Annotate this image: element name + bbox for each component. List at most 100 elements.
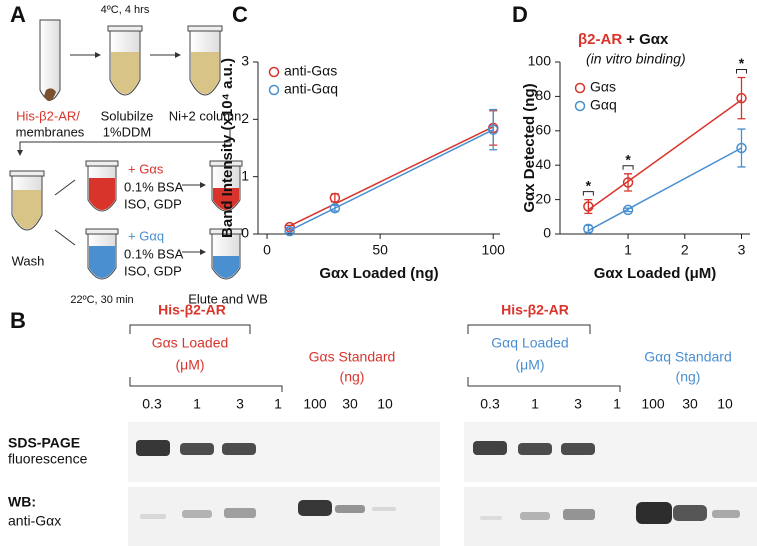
tube-liquid <box>111 52 139 94</box>
band <box>222 443 256 455</box>
error-bar <box>330 204 339 212</box>
panel-label: A <box>10 2 26 27</box>
x-tick-label: 1 <box>624 242 632 258</box>
temperature: 22ºC, 30 min <box>70 294 133 306</box>
pellet <box>44 88 56 102</box>
group-label: (ng) <box>676 369 701 385</box>
gel <box>464 422 757 482</box>
arrow <box>54 179 76 196</box>
point <box>487 124 499 135</box>
sig-bracket <box>582 191 594 196</box>
band <box>636 502 672 524</box>
group-label: Gαq Loaded <box>491 335 568 351</box>
y-tick-label: 40 <box>535 156 551 172</box>
row-label: SDS-PAGE <box>8 435 80 451</box>
title-main: β2-AR <box>578 31 622 48</box>
band <box>473 441 507 455</box>
legend-label: anti-Gαs <box>284 63 337 79</box>
group-label: (ng) <box>340 369 365 385</box>
temperature: 4ºC, 4 hrs <box>101 4 150 16</box>
group-label: Gαs Standard <box>309 349 396 365</box>
tube-cap <box>85 160 119 167</box>
point <box>583 201 594 212</box>
row-label: WB: <box>8 494 36 510</box>
band <box>182 510 212 518</box>
x-axis-label: Gαx Loaded (ng) <box>319 265 438 282</box>
arrow <box>54 229 76 246</box>
group-label: (μM) <box>515 357 544 373</box>
legend-label: anti-Gαq <box>284 81 338 97</box>
sig-bracket <box>735 68 747 74</box>
panel-label: B <box>10 308 26 333</box>
tube-cap <box>107 25 143 32</box>
error-bar <box>737 128 746 168</box>
lane-label: 3 <box>236 396 244 412</box>
legend-marker <box>574 82 586 94</box>
group-label: (μM) <box>175 357 204 373</box>
band <box>136 440 170 456</box>
tube-cap <box>9 170 45 177</box>
error-bar <box>489 108 498 151</box>
start-label: His-β2-AR/ <box>16 108 80 123</box>
tube-liquid <box>89 178 115 210</box>
point <box>329 192 341 204</box>
tube-cap <box>187 25 223 32</box>
group-header: His-β2-AR <box>158 302 226 318</box>
step-label: Solubilze <box>101 108 154 123</box>
band <box>520 512 550 520</box>
legend-marker <box>268 66 280 78</box>
error-bar <box>624 173 633 192</box>
panel-label: D <box>512 2 528 27</box>
tube-liquid <box>191 52 219 94</box>
band <box>335 505 365 513</box>
lane-label: 0.3 <box>480 396 500 412</box>
band <box>298 500 332 516</box>
y-tick-label: 20 <box>535 190 551 206</box>
lane-label: 1 <box>613 396 621 412</box>
point <box>583 223 594 235</box>
start-label: membranes <box>16 124 85 139</box>
tube-cap <box>85 228 119 235</box>
condition: 0.1% BSA <box>124 246 184 261</box>
tube-liquid <box>13 190 41 229</box>
sig-label: * <box>625 152 631 168</box>
group-label: Gαq Standard <box>644 349 731 365</box>
step-label: Wash <box>12 253 45 268</box>
legend-marker <box>574 100 586 112</box>
row-label: fluorescence <box>8 451 88 467</box>
x-tick-label: 50 <box>372 242 388 258</box>
bracket <box>467 324 591 334</box>
condition: ISO, GDP <box>124 263 182 278</box>
step-label: Elute and WB <box>188 291 268 306</box>
legend-marker <box>268 84 280 96</box>
band <box>561 443 595 455</box>
lane-label: 100 <box>303 396 327 412</box>
bands <box>136 440 740 524</box>
sig-bracket <box>622 165 634 170</box>
y-tick-label: 80 <box>535 87 551 103</box>
sig-label: * <box>739 55 745 71</box>
point <box>622 177 634 188</box>
panel-b: SDS-PAGE fluorescence WB: anti-Gαx <box>8 302 757 546</box>
band <box>372 507 396 511</box>
x-tick-label: 100 <box>482 242 506 258</box>
point <box>329 202 341 214</box>
group-label: Gαs Loaded <box>152 335 229 351</box>
panel-a: 4ºC, 4 hrs His-β2-AR/ membranes Solubilz… <box>9 4 268 306</box>
lane-label: 100 <box>641 396 665 412</box>
tube-cap <box>209 228 243 235</box>
bracket <box>129 324 251 334</box>
step-label: Ni+2 column <box>169 108 242 123</box>
y-axis-label: Band Intensity (x10⁴ a.u.) <box>219 58 236 238</box>
lane-label: 30 <box>342 396 358 412</box>
tube-liquid <box>89 246 115 278</box>
y-tick-label: 1 <box>241 167 249 183</box>
y-tick-label: 2 <box>241 110 249 126</box>
error-bar <box>737 76 746 120</box>
group-header: His-β2-AR <box>501 302 569 318</box>
band <box>563 509 595 520</box>
bracket <box>467 377 621 392</box>
arrow-head <box>200 182 206 188</box>
legend-label: Gαq <box>590 97 617 113</box>
band <box>480 516 502 520</box>
